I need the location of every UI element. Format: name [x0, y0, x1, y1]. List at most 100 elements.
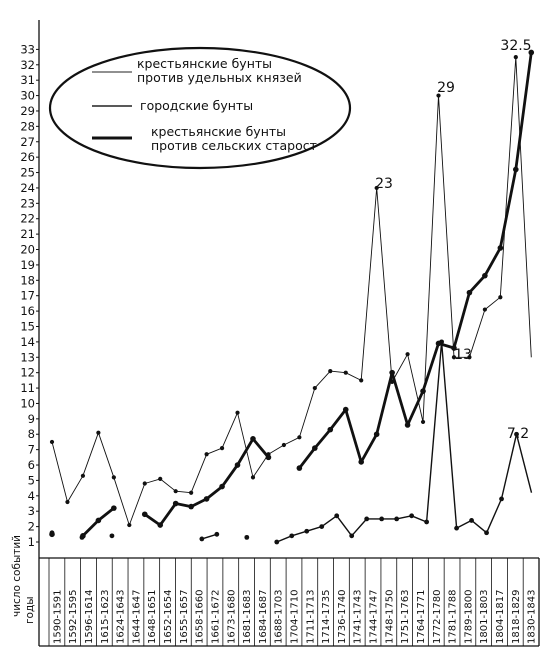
x-tick-label: 1801-1803: [479, 589, 490, 644]
series-point-1: [451, 355, 457, 360]
series-point-3: [111, 505, 117, 511]
series-point-1: [111, 475, 116, 480]
series-point-2: [394, 516, 400, 522]
y-tick-label: 13: [20, 350, 35, 364]
series-point-2: [244, 534, 250, 540]
y-tick-label: 17: [20, 289, 35, 303]
x-tick-label: 1772-1780: [432, 589, 443, 644]
y-tick-label: 15: [20, 319, 35, 333]
x-tick-label: 1652-1654: [163, 589, 174, 644]
series-point-3: [451, 345, 457, 351]
series-group: [49, 49, 535, 545]
series-point-2: [289, 533, 295, 539]
y-tick-label: 19: [20, 258, 35, 272]
data-annotation: 23: [375, 176, 393, 192]
series-point-3: [420, 388, 426, 394]
data-annotation: 29: [437, 80, 455, 96]
x-tick-label: 1681-1683: [242, 589, 253, 644]
series-point-2: [469, 518, 474, 523]
chart-legend: крестьянские бунты против удельных князе…: [48, 46, 352, 170]
series-line-2: [201, 341, 533, 543]
y-tick-label: 28: [20, 119, 35, 133]
y-tick-label: 14: [20, 335, 35, 349]
series-point-2: [304, 528, 310, 534]
data-annotation: 13: [454, 347, 472, 363]
series-point-2: [364, 516, 370, 522]
legend-entry-3: крестьянские бунты против сельских старо…: [151, 124, 317, 153]
series-point-3: [296, 465, 303, 471]
series-point-1: [49, 439, 55, 445]
series-point-3: [358, 459, 365, 465]
series-point-1: [250, 475, 256, 480]
series-point-3: [188, 503, 194, 510]
y-tick-label: 29: [20, 104, 35, 118]
y-tick-label: 8: [28, 427, 35, 441]
x-tick-label: 1751-1763: [400, 589, 411, 644]
y-tick-label: 2: [28, 520, 35, 534]
y-tick-label: 24: [20, 181, 35, 195]
y-tick-label: 27: [20, 135, 35, 149]
y-tick-label: 5: [28, 473, 35, 487]
x-tick-label: 1596-1614: [84, 589, 95, 644]
y-tick-label: 18: [20, 273, 35, 287]
series-point-2: [514, 431, 519, 437]
y-tick-label: 12: [20, 366, 35, 380]
x-tick-label: 1830-1843: [527, 589, 538, 644]
series-point-3: [466, 289, 473, 296]
y-tick-label: 10: [20, 396, 35, 410]
x-tick-label: 1684-1687: [258, 589, 269, 644]
axes: 1234567891011121314151617181920212223242…: [20, 20, 540, 647]
series-point-3: [172, 500, 179, 507]
x-tick-label: 1592-1595: [68, 589, 79, 644]
y-tick-label: 25: [20, 166, 35, 180]
data-annotation: 7.2: [507, 426, 529, 442]
series-point-1: [312, 385, 317, 391]
x-tick-label: 1624-1643: [116, 589, 127, 644]
y-tick-label: 16: [20, 304, 35, 318]
series-point-3: [528, 49, 535, 56]
x-tick-label: 1590-1591: [52, 589, 63, 644]
x-tick-label: 1673-1680: [226, 589, 237, 644]
series-point-1: [65, 499, 70, 505]
y-tick-label: 22: [20, 212, 35, 226]
legend-entry-3-line-2: против сельских старост: [151, 138, 317, 153]
x-tick-label: 1764-1771: [416, 589, 427, 644]
x-tick-label: 1655-1657: [179, 589, 190, 644]
x-tick-label: 1714-1735: [321, 589, 332, 644]
series-point-1: [328, 369, 333, 374]
series-point-3: [219, 483, 225, 490]
legend-entry-2: городские бунты: [140, 98, 253, 113]
series-point-3: [404, 422, 411, 428]
series-point-1: [173, 489, 178, 494]
x-tick-label: 1748-1750: [384, 589, 395, 644]
series-point-3: [95, 517, 102, 524]
series-point-3: [513, 166, 519, 173]
legend-entry-1-line-1: крестьянские бунты: [137, 56, 272, 71]
series-point-3: [141, 511, 148, 518]
series-point-3: [342, 406, 349, 413]
series-point-2: [199, 536, 205, 542]
x-tick-label: 1818-1829: [511, 589, 522, 644]
legend-entry-3-line-1: крестьянские бунты: [151, 124, 286, 139]
series-point-2: [484, 530, 489, 536]
series-point-1: [219, 445, 225, 451]
series-point-3: [80, 533, 86, 539]
series-point-1: [343, 370, 348, 375]
series-point-2: [319, 524, 325, 530]
series-point-1: [127, 522, 132, 528]
series-point-1: [374, 185, 379, 191]
series-point-1: [482, 307, 487, 312]
x-tick-label: 1711-1713: [305, 589, 316, 644]
series-point-1: [235, 410, 240, 415]
x-tick-label: 1744-1747: [369, 589, 380, 644]
series-point-1: [297, 435, 302, 440]
series-point-1: [189, 490, 194, 495]
series-point-3: [497, 245, 504, 251]
legend-entry-1-line-2: против удельных князей: [137, 70, 302, 85]
x-tick-label: 1688-1703: [274, 589, 285, 644]
series-point-3: [265, 454, 272, 461]
y-tick-label: 21: [20, 227, 35, 241]
series-point-1: [359, 378, 364, 383]
y-tick-label: 26: [20, 150, 35, 164]
